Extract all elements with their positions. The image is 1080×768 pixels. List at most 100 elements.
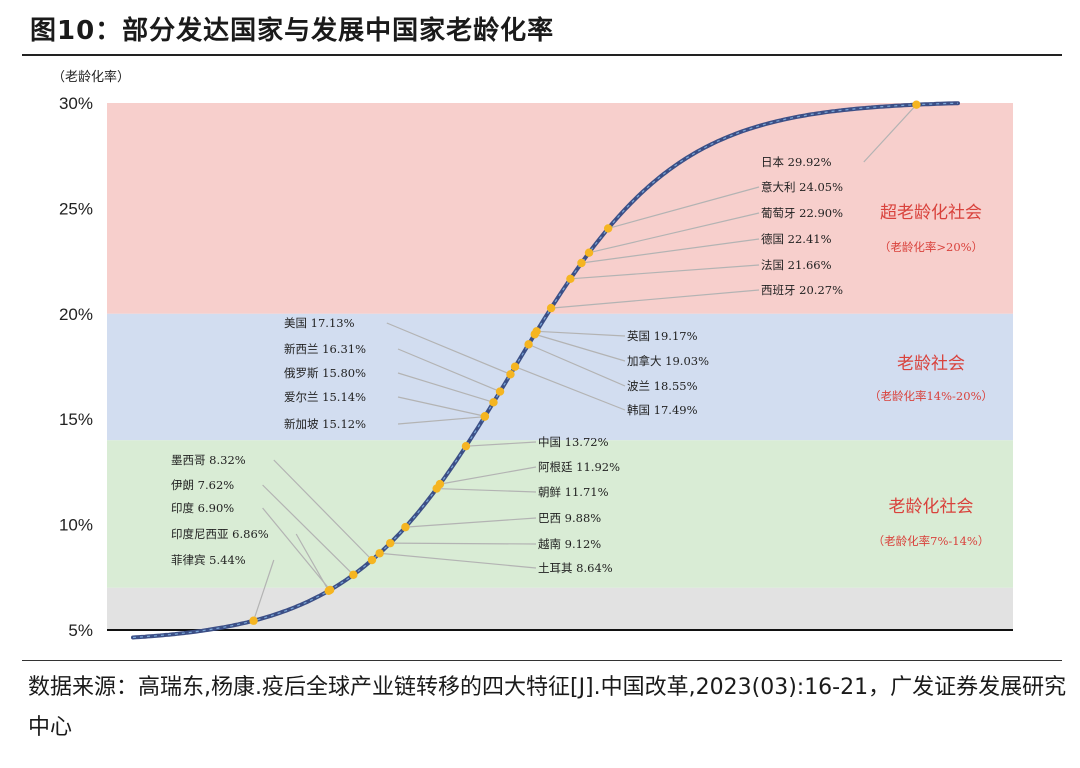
- zone-band-2: [107, 440, 1013, 588]
- data-label: 朝鲜 11.71%: [538, 485, 609, 499]
- leader-line: [390, 542, 537, 545]
- y-tick-label: 25%: [59, 199, 93, 218]
- leader-line: [397, 348, 501, 393]
- data-point: [386, 538, 395, 548]
- data-point: [603, 224, 613, 233]
- leader-line: [588, 212, 760, 254]
- leader-line: [863, 104, 917, 163]
- zone-band-1: [107, 313, 1013, 441]
- data-label: 俄罗斯 15.80%: [284, 366, 366, 380]
- data-label: 印度尼西亚 6.86%: [171, 527, 269, 541]
- figure-title: 图10：部分发达国家与发展中国家老龄化率: [30, 16, 555, 46]
- zone-criterion-label: （老龄化率14%-20%）: [869, 389, 993, 403]
- data-label: 美国 17.13%: [284, 316, 355, 330]
- y-tick-label: 10%: [59, 516, 93, 535]
- data-point: [349, 570, 358, 579]
- data-label: 越南 9.12%: [538, 537, 601, 551]
- leader-line: [570, 264, 760, 280]
- data-point: [510, 362, 520, 371]
- data-point: [435, 479, 445, 489]
- data-label: 葡萄牙 22.90%: [761, 206, 843, 220]
- data-point: [495, 387, 505, 396]
- leader-line: [397, 372, 494, 403]
- y-tick-label: 20%: [59, 305, 93, 324]
- title-divider: [22, 54, 1062, 56]
- data-point: [375, 549, 384, 558]
- leader-line: [386, 322, 511, 375]
- data-label: 波兰 18.55%: [627, 379, 698, 393]
- data-label: 阿根廷 11.92%: [538, 460, 620, 474]
- zone-name-label: 老龄化社会: [889, 497, 974, 517]
- data-point: [401, 522, 410, 532]
- data-label: 墨西哥 8.32%: [171, 453, 246, 467]
- data-label: 中国 13.72%: [538, 435, 609, 449]
- data-label: 韩国 17.49%: [627, 403, 698, 417]
- data-label: 英国 19.17%: [627, 329, 698, 343]
- y-tick-label: 5%: [68, 621, 93, 640]
- leader-line: [379, 552, 537, 569]
- leader-line: [514, 366, 626, 411]
- data-point: [532, 327, 541, 336]
- data-point: [506, 370, 515, 379]
- leader-line: [273, 459, 373, 561]
- data-point: [566, 274, 575, 284]
- data-label: 新西兰 16.31%: [284, 342, 366, 356]
- y-axis-label: （老龄化率）: [52, 69, 130, 85]
- data-label: 法国 21.66%: [761, 258, 832, 272]
- leader-line: [581, 238, 760, 264]
- aging-curve-highlight: [132, 102, 959, 639]
- data-label: 新加坡 15.12%: [284, 417, 366, 431]
- data-label: 印度 6.90%: [171, 501, 234, 515]
- data-point: [249, 616, 258, 625]
- zone-name-label: 超老龄化社会: [880, 203, 982, 223]
- data-label: 爱尔兰 15.14%: [284, 390, 366, 404]
- data-label: 日本 29.92%: [761, 155, 832, 169]
- zone-criterion-label: （老龄化率>20%）: [879, 240, 983, 254]
- aging-rate-chart: （老龄化率） 5% 10% 15% 20% 25% 30% 超老龄化社会 （老龄化率>20%…: [52, 69, 1013, 640]
- leader-line: [397, 396, 486, 417]
- leader-line: [397, 416, 485, 425]
- source-divider: [22, 660, 1062, 661]
- zone-labels: 超老龄化社会 （老龄化率>20%） 老龄社会 （老龄化率14%-20%） 老龄化社会 （老…: [869, 203, 993, 548]
- data-label: 加拿大 19.03%: [627, 354, 709, 368]
- data-label: 德国 22.41%: [761, 232, 832, 246]
- leader-line: [252, 559, 275, 621]
- data-label: 伊朗 7.62%: [171, 478, 234, 492]
- data-point: [577, 258, 586, 268]
- data-point: [461, 441, 471, 451]
- data-points: [249, 100, 921, 625]
- data-label: 西班牙 20.27%: [761, 283, 843, 297]
- data-point: [325, 585, 335, 595]
- data-labels: 菲律宾 5.44% 印度尼西亚 6.86% 印度 6.90% 伊朗 7.62% 墨西哥 …: [171, 155, 843, 575]
- leader-line: [262, 484, 354, 576]
- data-point: [546, 303, 556, 313]
- leader-line: [465, 441, 537, 447]
- source-note: 数据来源：高瑞东,杨康.疫后全球产业链转移的四大特征[J].中国改革,2023(…: [28, 675, 1067, 740]
- data-label: 巴西 9.88%: [538, 511, 601, 525]
- data-point: [584, 248, 594, 257]
- zone-bands: [107, 103, 1013, 630]
- y-tick-label: 30%: [59, 94, 93, 113]
- leader-line: [534, 333, 626, 362]
- zone-criterion-label: （老龄化率7%-14%）: [873, 534, 990, 548]
- leader-line: [608, 186, 760, 230]
- zone-name-label: 老龄社会: [897, 354, 965, 374]
- leader-line: [405, 517, 537, 528]
- data-label: 意大利 24.05%: [761, 180, 843, 194]
- data-point: [912, 100, 921, 109]
- leader-line: [439, 466, 537, 485]
- leader-line: [436, 487, 537, 493]
- y-tick-label: 15%: [59, 410, 93, 429]
- data-label: 土耳其 8.64%: [538, 561, 613, 575]
- data-point: [489, 398, 498, 407]
- data-point: [480, 412, 490, 421]
- leader-line: [262, 507, 331, 591]
- leader-line: [528, 343, 626, 387]
- data-label: 菲律宾 5.44%: [171, 553, 246, 567]
- data-point: [524, 340, 533, 349]
- leader-line: [536, 330, 626, 337]
- leader-line: [551, 289, 760, 309]
- zone-band-0: [107, 103, 1013, 314]
- leader-lines: [252, 104, 917, 621]
- y-tick-labels: 5% 10% 15% 20% 25% 30%: [59, 94, 93, 640]
